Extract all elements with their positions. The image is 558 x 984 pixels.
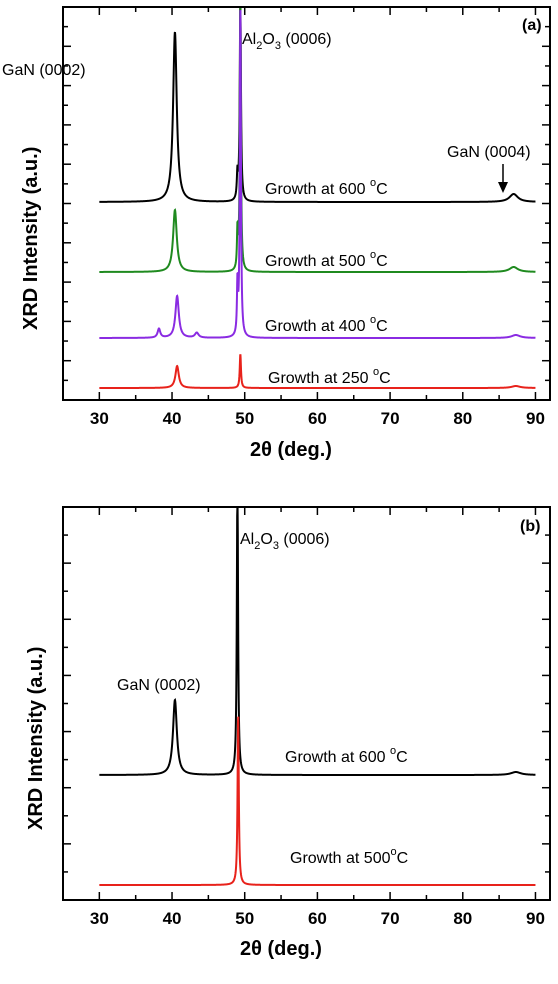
- b-x-tick-label-40: 40: [163, 909, 182, 928]
- panel-b-al2o3-o: O: [260, 531, 272, 548]
- panel-a-al2o3-sub2: 3: [275, 40, 281, 52]
- panel-a-gan-0004-label: GaN (0004): [447, 144, 531, 161]
- panel-a-xlabel: 2θ (deg.): [250, 439, 332, 461]
- panel-b-series: [99, 507, 536, 886]
- panel-b-ticks: 30 40 50 60 70 80 90: [62, 507, 550, 928]
- b-series-line-0: [99, 507, 536, 776]
- panel-a-gan-0004-arrow: [498, 164, 508, 193]
- a-x-tick-label-50: 50: [235, 409, 254, 428]
- panel-a-series-label-600: Growth at 600 oC: [265, 177, 388, 198]
- panel-a-series-label-500: Growth at 500 oC: [265, 249, 388, 270]
- b-x-tick-label-80: 80: [453, 909, 472, 928]
- panel-b-frame: [62, 506, 551, 901]
- a-x-tick-label-30: 30: [90, 409, 109, 428]
- a-series-line-1: [99, 7, 536, 273]
- panel-a: 30 40 50 60 70 80 90 (a) GaN (0002) Al2O3 (000…: [2, 6, 551, 461]
- panel-b-series-label-500: Growth at 500oC: [290, 846, 408, 867]
- panel-b-al2o3-rest: (0006): [279, 531, 330, 548]
- panel-a-series-label-250: Growth at 250 oC: [268, 366, 391, 387]
- b-x-tick-label-70: 70: [381, 909, 400, 928]
- panel-a-series-label-400: Growth at 400 oC: [265, 314, 388, 335]
- panel-a-al2o3-label: Al2O3 (0006): [242, 31, 332, 52]
- b-x-tick-label-30: 30: [90, 909, 109, 928]
- b-x-tick-label-60: 60: [308, 909, 327, 928]
- panel-b-al2o3-label: Al2O3 (0006): [240, 531, 330, 552]
- panel-a-al2o3-o: O: [262, 31, 274, 48]
- a-x-tick-label-40: 40: [163, 409, 182, 428]
- panel-b-al2o3-al: Al: [240, 531, 254, 548]
- panel-a-series: [99, 7, 536, 389]
- a-series-line-0: [99, 7, 536, 203]
- panel-b-ylabel: XRD Intensity (a.u.): [25, 647, 47, 830]
- panel-a-gan-0002-label: GaN (0002): [2, 62, 86, 79]
- panel-a-al2o3-rest: (0006): [281, 31, 332, 48]
- panel-a-ticks: 30 40 50 60 70 80 90: [62, 7, 550, 428]
- a-series-line-2: [99, 10, 536, 339]
- panel-a-ylabel: XRD Intensity (a.u.): [20, 147, 42, 330]
- a-series-line-3: [99, 354, 536, 389]
- a-x-tick-label-90: 90: [526, 409, 545, 428]
- panel-a-al2o3-sub1: 2: [256, 40, 262, 52]
- panel-b-gan-0002-label: GaN (0002): [117, 677, 201, 694]
- a-x-tick-label-60: 60: [308, 409, 327, 428]
- panel-b-label: (b): [520, 518, 540, 535]
- panel-a-al2o3-al: Al: [242, 31, 256, 48]
- panel-b-series-label-600: Growth at 600 oC: [285, 745, 408, 766]
- panel-b-al2o3-sub2: 3: [273, 540, 279, 552]
- panel-b-xlabel: 2θ (deg.): [240, 938, 322, 960]
- panel-a-frame: [62, 6, 551, 401]
- b-x-tick-label-50: 50: [235, 909, 254, 928]
- b-x-tick-label-90: 90: [526, 909, 545, 928]
- panel-a-label: (a): [522, 17, 542, 34]
- b-series-line-1: [99, 716, 536, 886]
- panel-b: 30 40 50 60 70 80 90 (b) GaN (0002) Al2O3 (000…: [25, 506, 551, 960]
- a-x-tick-label-70: 70: [381, 409, 400, 428]
- panel-b-al2o3-sub1: 2: [254, 540, 260, 552]
- a-x-tick-label-80: 80: [453, 409, 472, 428]
